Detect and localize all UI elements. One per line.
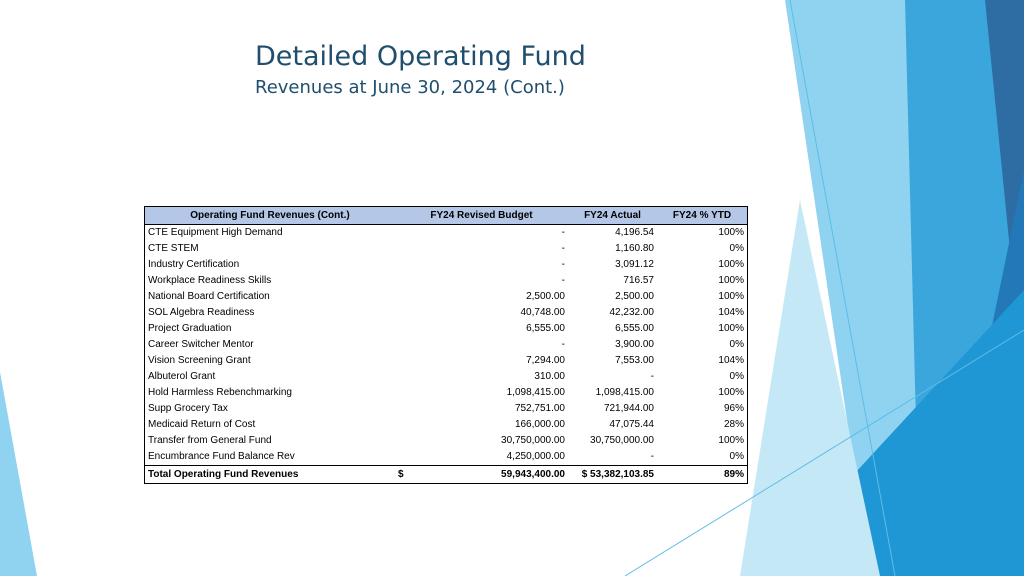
row-ytd: 0%	[729, 451, 744, 462]
row-ytd: 100%	[718, 323, 744, 334]
row-label: Transfer from General Fund	[148, 435, 272, 446]
row-ytd: 104%	[718, 355, 744, 366]
row-ytd: 104%	[718, 307, 744, 318]
row-ytd: 100%	[718, 275, 744, 286]
row-actual: 721,944.00	[603, 403, 654, 414]
table-row: Project Graduation 6,555.00 6,555.00 100%	[145, 321, 748, 337]
row-label: Industry Certification	[148, 259, 240, 270]
header-revenue-source: Operating Fund Revenues (Cont.)	[144, 206, 395, 225]
table-row: Hold Harmless Rebenchmarking 1,098,415.00…	[145, 385, 748, 401]
total-label: Total Operating Fund Revenues	[144, 465, 395, 484]
row-actual: -	[650, 371, 654, 382]
table-row: SOL Algebra Readiness 40,748.00 42,232.00 1…	[145, 305, 748, 321]
thin-line-1	[789, 0, 896, 576]
row-actual: 3,900.00	[615, 339, 654, 350]
row-budget: -	[561, 339, 565, 350]
row-label: Hold Harmless Rebenchmarking	[148, 387, 292, 398]
row-budget: 6,555.00	[526, 323, 565, 334]
row-actual: -	[650, 451, 654, 462]
row-ytd: 100%	[718, 387, 744, 398]
row-ytd: 100%	[718, 259, 744, 270]
row-ytd: 100%	[718, 291, 744, 302]
table-row: Workplace Readiness Skills - 716.57 100%	[145, 273, 748, 289]
table-row: Transfer from General Fund 30,750,000.00 3…	[145, 433, 748, 449]
slide-title: Detailed Operating Fund	[255, 41, 586, 72]
table-row: National Board Certification 2,500.00 2,50…	[145, 289, 748, 305]
row-actual: 1,098,415.00	[595, 387, 654, 398]
table-row: Supp Grocery Tax 752,751.00 721,944.00 96%	[145, 401, 748, 417]
revenue-table: Operating Fund Revenues (Cont.) FY24 Rev…	[144, 206, 748, 484]
row-actual: 2,500.00	[615, 291, 654, 302]
row-budget: 4,250,000.00	[506, 451, 565, 462]
row-actual: 3,091.12	[615, 259, 654, 270]
left-accent-shape	[0, 372, 37, 576]
row-label: Workplace Readiness Skills	[148, 275, 272, 286]
row-actual: 7,553.00	[615, 355, 654, 366]
row-budget: 2,500.00	[526, 291, 565, 302]
row-budget: 752,751.00	[514, 403, 565, 414]
row-actual: 30,750,000.00	[590, 435, 654, 446]
row-budget: -	[561, 243, 565, 254]
row-budget: 166,000.00	[514, 419, 565, 430]
total-budget-currency: $	[398, 468, 404, 480]
table-row: Medicaid Return of Cost 166,000.00 47,075.…	[145, 417, 748, 433]
row-label: Career Switcher Mentor	[148, 339, 254, 350]
row-label: National Board Certification	[148, 291, 270, 302]
row-ytd: 96%	[723, 403, 744, 414]
row-ytd: 100%	[718, 435, 744, 446]
row-budget: 310.00	[534, 371, 565, 382]
row-actual: 1,160.80	[615, 243, 654, 254]
row-budget: 30,750,000.00	[501, 435, 565, 446]
row-label: Supp Grocery Tax	[148, 403, 228, 414]
row-budget: 1,098,415.00	[506, 387, 565, 398]
table-row: CTE STEM - 1,160.80 0%	[145, 241, 748, 257]
row-label: CTE Equipment High Demand	[148, 227, 283, 238]
row-label: Encumbrance Fund Balance Rev	[148, 451, 295, 462]
row-actual: 42,232.00	[609, 307, 655, 318]
row-budget: 40,748.00	[520, 307, 566, 318]
total-row: Total Operating Fund Revenues $59,943,40…	[144, 465, 748, 484]
total-budget: 59,943,400.00	[501, 468, 565, 480]
row-actual: 47,075.44	[609, 419, 655, 430]
row-label: SOL Algebra Readiness	[148, 307, 255, 318]
row-actual: 4,196.54	[615, 227, 654, 238]
row-label: Medicaid Return of Cost	[148, 419, 256, 430]
table-row: Encumbrance Fund Balance Rev 4,250,000.00…	[145, 449, 748, 466]
table-row: CTE Equipment High Demand - 4,196.54 100%	[145, 225, 748, 242]
table-row: Career Switcher Mentor - 3,900.00 0%	[145, 337, 748, 353]
row-ytd: 0%	[729, 339, 744, 350]
row-actual: 6,555.00	[615, 323, 654, 334]
row-label: Project Graduation	[148, 323, 232, 334]
total-actual: $ 53,382,103.85	[568, 465, 657, 484]
row-budget: 7,294.00	[526, 355, 565, 366]
row-actual: 716.57	[623, 275, 654, 286]
total-budget-cell: $59,943,400.00	[395, 465, 568, 484]
row-budget: -	[561, 275, 565, 286]
right-triangle-pale	[740, 200, 880, 576]
table-row: Industry Certification - 3,091.12 100%	[145, 257, 748, 273]
header-percent-ytd: FY24 % YTD	[657, 206, 748, 225]
row-budget: -	[561, 259, 565, 270]
table-row: Vision Screening Grant 7,294.00 7,553.00 10…	[145, 353, 748, 369]
row-label: Albuterol Grant	[148, 371, 216, 382]
thin-line-2	[624, 329, 1024, 576]
row-ytd: 28%	[723, 419, 744, 430]
table-row: Albuterol Grant 310.00 - 0%	[145, 369, 748, 385]
slide-subtitle: Revenues at June 30, 2024 (Cont.)	[255, 77, 565, 98]
row-ytd: 0%	[729, 371, 744, 382]
row-label: Vision Screening Grant	[148, 355, 251, 366]
total-ytd: 89%	[657, 465, 748, 484]
row-budget: -	[561, 227, 565, 238]
row-ytd: 0%	[729, 243, 744, 254]
header-actual: FY24 Actual	[568, 206, 657, 225]
row-ytd: 100%	[718, 227, 744, 238]
row-label: CTE STEM	[148, 243, 199, 254]
header-revised-budget: FY24 Revised Budget	[395, 206, 568, 225]
table-header-row: Operating Fund Revenues (Cont.) FY24 Rev…	[144, 206, 748, 225]
